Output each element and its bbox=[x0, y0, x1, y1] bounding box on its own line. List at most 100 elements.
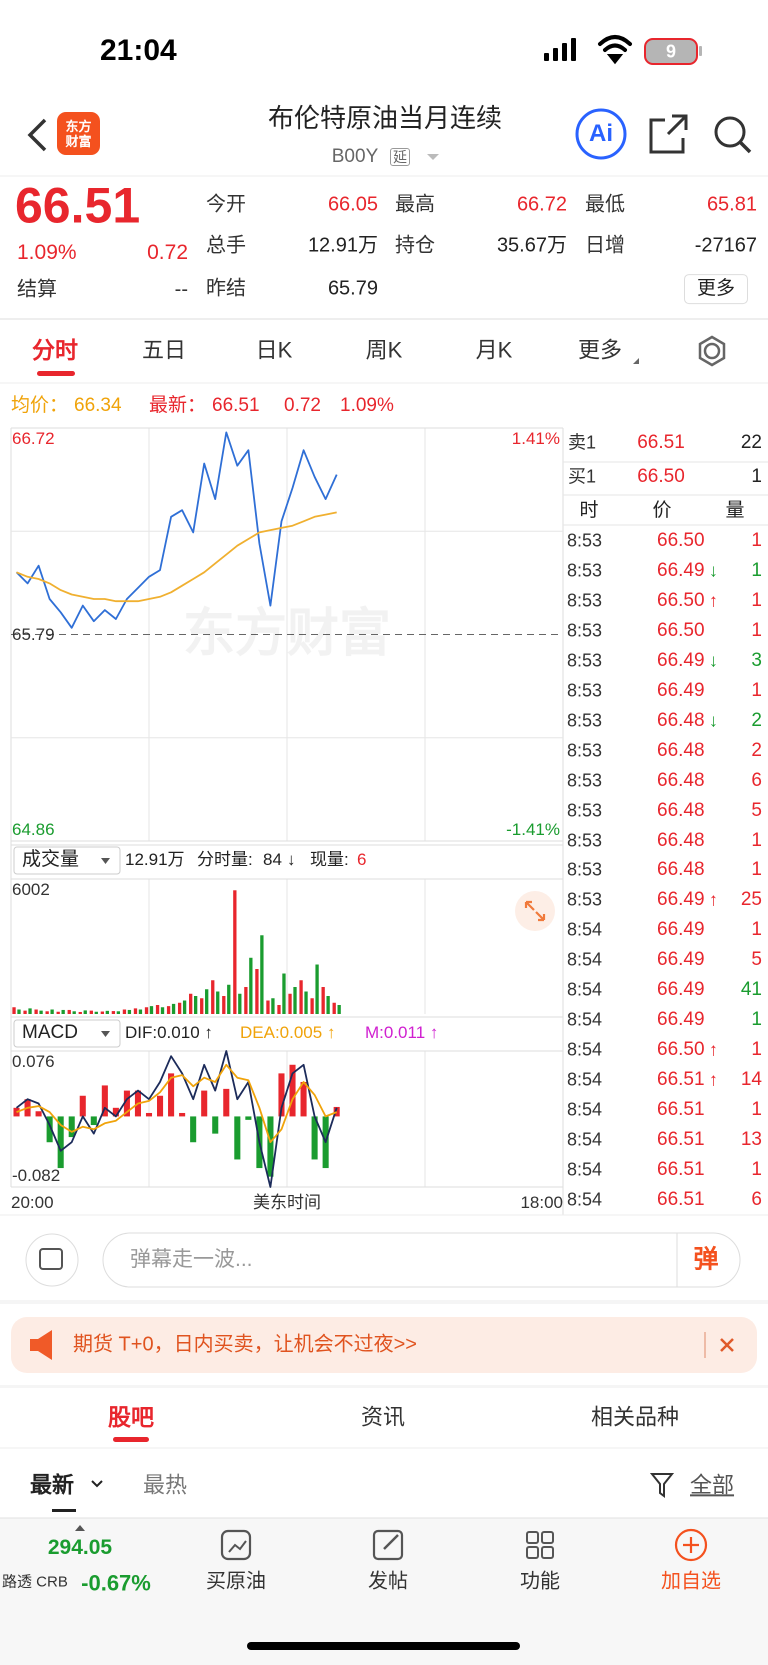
chart-tab[interactable]: 五日 bbox=[141, 337, 187, 363]
trade-price: 66.50 bbox=[657, 589, 705, 611]
section-tab[interactable]: 相关品种 bbox=[590, 1404, 680, 1430]
bar bbox=[17, 1009, 21, 1014]
dropdown-icon[interactable] bbox=[427, 154, 439, 160]
bar bbox=[337, 1005, 341, 1014]
back-button[interactable] bbox=[27, 118, 47, 152]
arrow: ↓ bbox=[287, 850, 296, 870]
sort-option[interactable]: 最新 bbox=[30, 1472, 75, 1498]
settings-gear bbox=[698, 335, 726, 367]
logo: 东方财富 bbox=[65, 119, 92, 149]
bar bbox=[144, 1007, 149, 1014]
ai-circle[interactable] bbox=[575, 108, 627, 160]
comment-placeholder[interactable]: 弹幕走一波... bbox=[130, 1247, 253, 1271]
change-pct: 1.09% bbox=[340, 395, 394, 417]
bar bbox=[149, 1006, 154, 1014]
volume-select[interactable] bbox=[13, 846, 121, 875]
field-label: 结算 bbox=[17, 278, 57, 301]
field-label: 昨结 bbox=[206, 277, 246, 300]
comment-input[interactable] bbox=[102, 1232, 741, 1288]
trade-time: 8:54 bbox=[567, 1039, 603, 1060]
search-icon[interactable] bbox=[714, 116, 746, 148]
avg-label: 均价： bbox=[11, 395, 69, 417]
banner[interactable] bbox=[11, 1317, 757, 1373]
bar bbox=[78, 1011, 82, 1014]
trade-qty: 1 bbox=[751, 530, 762, 552]
bar bbox=[68, 1116, 75, 1138]
bar bbox=[171, 1003, 176, 1014]
trade-arrow: ↓ bbox=[709, 560, 718, 581]
index-change: -0.67% bbox=[81, 1570, 151, 1596]
close-banner[interactable] bbox=[720, 1338, 734, 1352]
expand-button[interactable] bbox=[515, 891, 555, 931]
trade-price: 66.49 bbox=[657, 949, 705, 971]
trade-qty: 1 bbox=[751, 859, 762, 881]
chart-tab[interactable]: 更多 bbox=[577, 337, 623, 363]
more-button[interactable]: 更多 bbox=[683, 274, 749, 304]
trade-price: 66.49 bbox=[657, 679, 705, 701]
trade-qty: 1 bbox=[751, 919, 762, 941]
comment-list-button[interactable] bbox=[25, 1233, 79, 1287]
symbol-code: B00Y bbox=[331, 146, 379, 168]
bar bbox=[45, 1011, 49, 1014]
nav-item[interactable]: 发帖 bbox=[368, 1570, 408, 1593]
trade-qty: 13 bbox=[740, 1129, 762, 1151]
section-tab[interactable]: 资讯 bbox=[360, 1404, 406, 1430]
bar bbox=[271, 998, 275, 1014]
chart-tab[interactable]: 月K bbox=[475, 337, 513, 363]
trade-time: 8:53 bbox=[567, 800, 603, 821]
indicator-name[interactable]: 成交量 bbox=[22, 849, 80, 871]
bar bbox=[182, 1000, 187, 1014]
bar bbox=[23, 1010, 27, 1014]
bar bbox=[56, 1011, 60, 1014]
macd-select[interactable] bbox=[13, 1019, 121, 1048]
bar bbox=[277, 1005, 281, 1014]
change-pct: 1.09% bbox=[17, 240, 77, 264]
nav-item[interactable]: 功能 bbox=[520, 1570, 560, 1593]
trade-qty: 5 bbox=[751, 949, 762, 971]
trade-arrow: ↓ bbox=[709, 650, 718, 671]
status-time: 21:04 bbox=[100, 33, 177, 67]
indicator-name[interactable]: MACD bbox=[22, 1022, 78, 1044]
book-label: 买1 bbox=[568, 466, 597, 487]
bar bbox=[127, 1009, 132, 1014]
nav-icon bbox=[526, 1546, 539, 1559]
trade-price: 66.48 bbox=[657, 769, 705, 791]
bar bbox=[223, 1088, 230, 1117]
chart-tab[interactable]: 日K bbox=[255, 337, 293, 363]
field-value: 35.67万 bbox=[496, 234, 567, 257]
bar bbox=[244, 987, 248, 1014]
trade-time: 8:53 bbox=[567, 560, 603, 581]
nav-item[interactable]: 买原油 bbox=[206, 1570, 266, 1593]
trade-time: 8:54 bbox=[567, 949, 603, 970]
trade-qty: 1 bbox=[751, 1099, 762, 1121]
field-label: 总手 bbox=[206, 234, 246, 257]
chart-tab[interactable]: 分时 bbox=[32, 336, 78, 363]
bar bbox=[189, 993, 193, 1014]
danmaku-button[interactable]: 弹 bbox=[693, 1245, 719, 1274]
settings-icon[interactable] bbox=[703, 342, 721, 360]
bar bbox=[34, 1009, 38, 1014]
ai-button[interactable]: Ai bbox=[589, 120, 613, 148]
nav-item[interactable]: 加自选 bbox=[661, 1570, 721, 1593]
banner-text[interactable]: 期货 T+0，日内买卖，让机会不过夜>> bbox=[73, 1333, 417, 1356]
chart-tab[interactable]: 周K bbox=[365, 337, 403, 363]
divider bbox=[0, 1385, 768, 1388]
filter-button[interactable]: 全部 bbox=[690, 1472, 735, 1498]
series-line bbox=[16, 511, 337, 603]
filter-icon[interactable] bbox=[649, 1473, 675, 1498]
trade-time: 8:54 bbox=[567, 1069, 603, 1090]
bar bbox=[101, 1085, 108, 1117]
nav-icon bbox=[220, 1529, 252, 1561]
section-tab[interactable]: 股吧 bbox=[108, 1403, 154, 1430]
bar bbox=[145, 1112, 153, 1117]
sort-option[interactable]: 最热 bbox=[143, 1472, 188, 1498]
index-value[interactable]: 294.05 bbox=[47, 1535, 113, 1559]
bar bbox=[255, 969, 259, 1014]
y-tick-label: -0.082 bbox=[12, 1166, 61, 1186]
field-value: 66.72 bbox=[516, 193, 567, 216]
share-icon[interactable] bbox=[649, 114, 688, 154]
dea: DEA:0.005 ↑ bbox=[240, 1023, 336, 1043]
x-tick-label: 18:00 bbox=[520, 1193, 563, 1213]
minute-label: 分时量: bbox=[197, 850, 253, 870]
trade-qty: 1 bbox=[751, 619, 762, 641]
